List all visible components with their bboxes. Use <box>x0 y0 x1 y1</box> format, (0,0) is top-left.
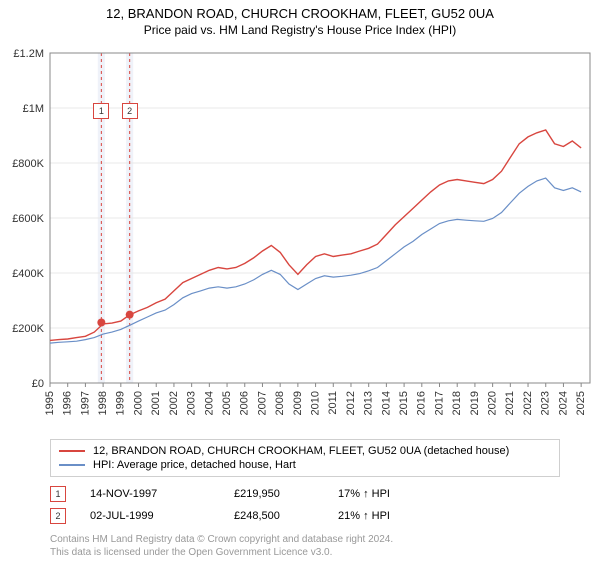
chart-subtitle: Price paid vs. HM Land Registry's House … <box>0 23 600 37</box>
svg-text:2001: 2001 <box>150 391 162 415</box>
svg-text:2025: 2025 <box>575 391 587 415</box>
svg-text:2016: 2016 <box>416 391 428 415</box>
svg-text:2018: 2018 <box>451 391 463 415</box>
svg-text:1995: 1995 <box>44 391 56 415</box>
svg-text:2002: 2002 <box>168 391 180 415</box>
legend-label: HPI: Average price, detached house, Hart <box>93 459 296 471</box>
chart-marker-badge: 2 <box>122 103 138 119</box>
footer-attribution: Contains HM Land Registry data © Crown c… <box>50 533 560 559</box>
svg-text:1996: 1996 <box>62 391 74 415</box>
chart-svg: £0 £200K £400K £600K £800K £1M £1.2M 1995 1996 19… <box>0 43 600 433</box>
svg-text:2005: 2005 <box>221 391 233 415</box>
svg-text:2007: 2007 <box>256 391 268 415</box>
svg-text:£1.2M: £1.2M <box>13 48 44 60</box>
svg-text:2019: 2019 <box>469 391 481 415</box>
svg-text:2024: 2024 <box>557 391 569 415</box>
svg-text:£600K: £600K <box>12 213 44 225</box>
legend-swatch <box>59 450 85 452</box>
transaction-date: 14-NOV-1997 <box>90 488 210 500</box>
svg-text:£0: £0 <box>32 378 44 390</box>
svg-text:2022: 2022 <box>522 391 534 415</box>
legend-item: 12, BRANDON ROAD, CHURCH CROOKHAM, FLEET… <box>59 444 551 458</box>
transaction-price: £248,500 <box>234 510 314 522</box>
svg-text:2012: 2012 <box>345 391 357 415</box>
svg-text:2017: 2017 <box>433 391 445 415</box>
svg-text:£1M: £1M <box>23 103 44 115</box>
svg-text:1997: 1997 <box>79 391 91 415</box>
svg-text:2010: 2010 <box>309 391 321 415</box>
svg-text:2003: 2003 <box>186 391 198 415</box>
svg-text:2000: 2000 <box>132 391 144 415</box>
svg-text:1999: 1999 <box>115 391 127 415</box>
legend-label: 12, BRANDON ROAD, CHURCH CROOKHAM, FLEET… <box>93 445 509 457</box>
legend: 12, BRANDON ROAD, CHURCH CROOKHAM, FLEET… <box>50 439 560 477</box>
transaction-date: 02-JUL-1999 <box>90 510 210 522</box>
legend-swatch <box>59 464 85 466</box>
svg-text:2009: 2009 <box>292 391 304 415</box>
svg-text:£400K: £400K <box>12 268 44 280</box>
transaction-hpi: 21% ↑ HPI <box>338 510 438 522</box>
transaction-hpi: 17% ↑ HPI <box>338 488 438 500</box>
svg-text:2015: 2015 <box>398 391 410 415</box>
chart-area: £0 £200K £400K £600K £800K £1M £1.2M 1995 1996 19… <box>0 43 600 433</box>
svg-text:2020: 2020 <box>487 391 499 415</box>
footer-line-1: Contains HM Land Registry data © Crown c… <box>50 533 560 546</box>
svg-text:2008: 2008 <box>274 391 286 415</box>
footer-line-2: This data is licensed under the Open Gov… <box>50 546 560 559</box>
svg-text:2011: 2011 <box>327 391 339 415</box>
svg-text:2006: 2006 <box>239 391 251 415</box>
transaction-badge: 1 <box>50 486 66 502</box>
transactions-table: 1 14-NOV-1997 £219,950 17% ↑ HPI 2 02-JUL-199… <box>50 483 560 527</box>
svg-text:2021: 2021 <box>504 391 516 415</box>
chart-marker-badge: 1 <box>93 103 109 119</box>
svg-text:1998: 1998 <box>97 391 109 415</box>
transaction-badge: 2 <box>50 508 66 524</box>
svg-text:2004: 2004 <box>203 391 215 415</box>
legend-item: HPI: Average price, detached house, Hart <box>59 458 551 472</box>
transaction-row: 1 14-NOV-1997 £219,950 17% ↑ HPI <box>50 483 560 505</box>
svg-text:2013: 2013 <box>363 391 375 415</box>
svg-text:£200K: £200K <box>12 323 44 335</box>
svg-text:2023: 2023 <box>540 391 552 415</box>
chart-title: 12, BRANDON ROAD, CHURCH CROOKHAM, FLEET… <box>0 6 600 21</box>
transaction-price: £219,950 <box>234 488 314 500</box>
svg-text:£800K: £800K <box>12 158 44 170</box>
svg-text:2014: 2014 <box>380 391 392 415</box>
transaction-row: 2 02-JUL-1999 £248,500 21% ↑ HPI <box>50 505 560 527</box>
